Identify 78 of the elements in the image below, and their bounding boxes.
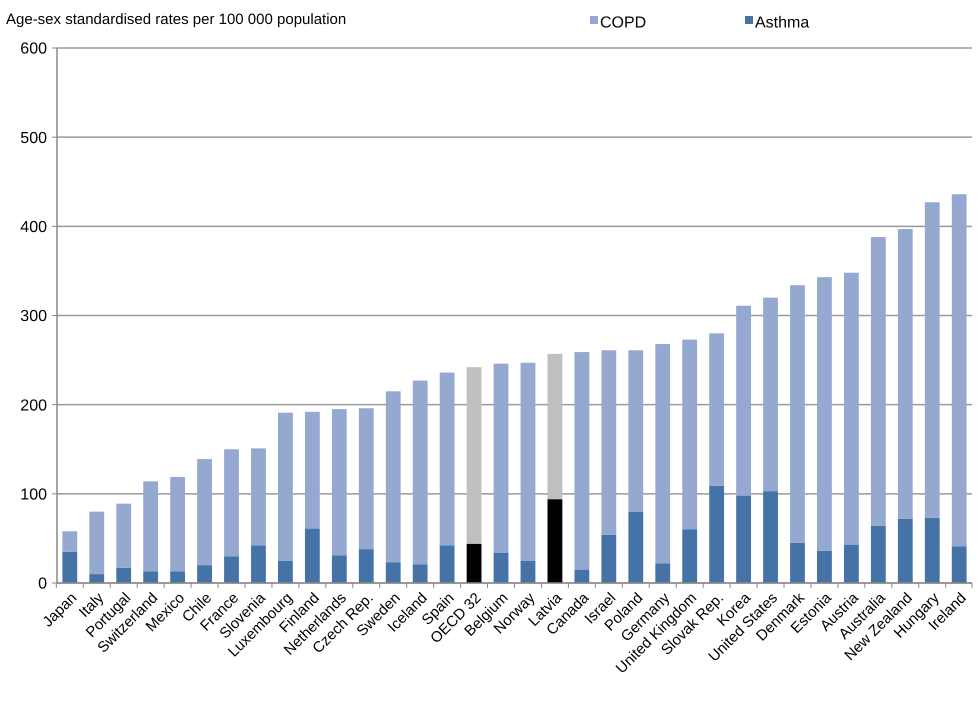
y-axis-title: Age-sex standardised rates per 100 000 population	[6, 11, 346, 28]
bar	[278, 560, 293, 583]
bar	[790, 542, 805, 583]
bar	[898, 229, 913, 519]
bar	[924, 202, 940, 518]
bar	[736, 306, 751, 496]
bar	[763, 298, 778, 492]
bar	[520, 560, 536, 583]
bar	[116, 568, 132, 583]
bar	[844, 272, 859, 545]
y-tick-label: 400	[20, 218, 48, 236]
legend-label: Asthma	[755, 14, 810, 32]
bar	[709, 333, 724, 486]
bar	[89, 512, 104, 574]
y-tick-label: 600	[20, 40, 48, 58]
bar	[143, 481, 158, 572]
bar	[386, 562, 401, 583]
bar	[494, 552, 508, 583]
bar	[494, 364, 508, 553]
bar	[520, 362, 536, 561]
bar	[143, 571, 158, 583]
bar	[655, 563, 670, 583]
bar	[628, 350, 644, 512]
bar	[574, 352, 590, 570]
bar	[574, 570, 590, 583]
bar	[466, 367, 482, 544]
bar	[548, 499, 562, 583]
bar	[628, 512, 644, 583]
bar	[548, 354, 562, 500]
y-tick-label: 200	[20, 397, 48, 414]
bar	[952, 194, 967, 546]
bar	[817, 277, 832, 551]
y-tick-label: 500	[20, 130, 48, 147]
bar	[170, 571, 186, 583]
bar	[251, 448, 266, 546]
bar	[251, 546, 266, 583]
bar	[952, 546, 967, 583]
bar	[224, 449, 239, 556]
bar	[736, 496, 751, 583]
bar	[197, 459, 212, 566]
bar	[412, 380, 428, 564]
bar	[898, 518, 913, 583]
legend-label: COPD	[600, 14, 646, 32]
bar	[386, 391, 401, 562]
bar	[682, 340, 698, 530]
bar	[844, 544, 859, 583]
bar	[655, 344, 670, 564]
bar	[763, 491, 778, 583]
bar	[170, 476, 186, 572]
bar	[790, 285, 805, 543]
bar	[601, 534, 616, 583]
bar	[466, 544, 482, 583]
bar	[278, 412, 293, 561]
bar	[870, 237, 886, 526]
y-tick-label: 100	[20, 486, 48, 504]
bar	[870, 526, 886, 583]
bar	[682, 530, 698, 583]
bar	[62, 552, 78, 583]
bar	[924, 518, 940, 583]
y-tick-label: 300	[20, 308, 48, 326]
bar	[412, 564, 428, 583]
bar	[440, 546, 455, 583]
bar	[332, 555, 347, 583]
bar	[197, 565, 212, 583]
bar	[62, 531, 78, 552]
bar	[304, 412, 320, 529]
bar	[601, 350, 616, 535]
bar	[440, 372, 455, 546]
bar	[817, 550, 832, 583]
bar	[358, 408, 374, 550]
bar	[332, 409, 347, 556]
bar	[709, 486, 724, 583]
bar	[89, 574, 104, 583]
bar	[224, 556, 239, 583]
bar	[116, 504, 132, 568]
y-tick-label: 0	[38, 576, 48, 593]
bar	[358, 549, 374, 583]
bar	[304, 528, 320, 583]
